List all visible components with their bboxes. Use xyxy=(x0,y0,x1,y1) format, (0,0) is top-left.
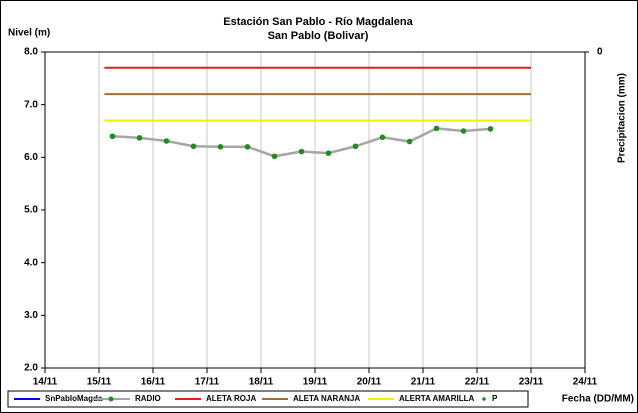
legend-label: ALETA ROJA xyxy=(206,394,256,403)
x-tick-label: 16/11 xyxy=(141,377,166,388)
series-marker xyxy=(163,138,170,144)
series-marker xyxy=(136,135,143,141)
x-tick-label: 24/11 xyxy=(573,377,598,388)
series-marker xyxy=(352,143,359,150)
y-tick-label: 7.0 xyxy=(24,99,38,110)
x-tick-label: 21/11 xyxy=(411,377,436,388)
legend-label: P xyxy=(492,394,498,403)
series-marker xyxy=(217,144,224,150)
x-tick-label: 23/11 xyxy=(519,377,544,388)
series-marker xyxy=(109,133,116,140)
y-tick-label: 5.0 xyxy=(24,205,38,216)
x-axis-label: Fecha (DD/MM) xyxy=(562,394,634,405)
legend-label: ALERTA AMARILLA xyxy=(399,394,474,403)
chart-subtitle: San Pablo (Bolivar) xyxy=(268,30,369,42)
series-marker xyxy=(487,126,494,132)
y2-tick-label: 0 xyxy=(597,47,603,58)
legend-swatch xyxy=(482,397,486,401)
series-marker xyxy=(325,150,332,156)
y-tick-label: 4.0 xyxy=(24,257,38,268)
x-tick-label: 14/11 xyxy=(33,377,58,388)
x-tick-label: 20/11 xyxy=(357,377,382,388)
plot-area xyxy=(44,51,586,369)
y-tick-label: 6.0 xyxy=(24,152,38,163)
legend-marker xyxy=(108,396,114,402)
x-tick-label: 15/11 xyxy=(87,377,112,388)
x-tick-label: 17/11 xyxy=(195,377,220,388)
series-marker xyxy=(433,125,440,132)
y-tick-label: 3.0 xyxy=(24,310,38,321)
legend-label: SnPabloMagda xyxy=(45,394,103,403)
chart-title: Estación San Pablo - Río Magdalena xyxy=(223,16,413,28)
x-tick-label: 18/11 xyxy=(249,377,274,388)
series-marker xyxy=(379,134,386,141)
y2-axis-label: Precipitacion (mm) xyxy=(617,73,628,163)
series-marker xyxy=(298,148,305,155)
series-marker xyxy=(190,143,197,150)
series-marker xyxy=(244,144,251,150)
series-marker xyxy=(271,153,278,160)
x-tick-label: 22/11 xyxy=(465,377,490,388)
y-axis-label: Nivel (m) xyxy=(8,28,50,39)
series-marker xyxy=(406,138,413,145)
x-tick-label: 19/11 xyxy=(303,377,328,388)
y-tick-label: 2.0 xyxy=(24,363,38,374)
legend-label: RADIO xyxy=(135,394,161,403)
legend-label: ALETA NARANJA xyxy=(293,394,360,403)
series-marker xyxy=(460,128,467,134)
y-tick-label: 8.0 xyxy=(24,47,38,58)
